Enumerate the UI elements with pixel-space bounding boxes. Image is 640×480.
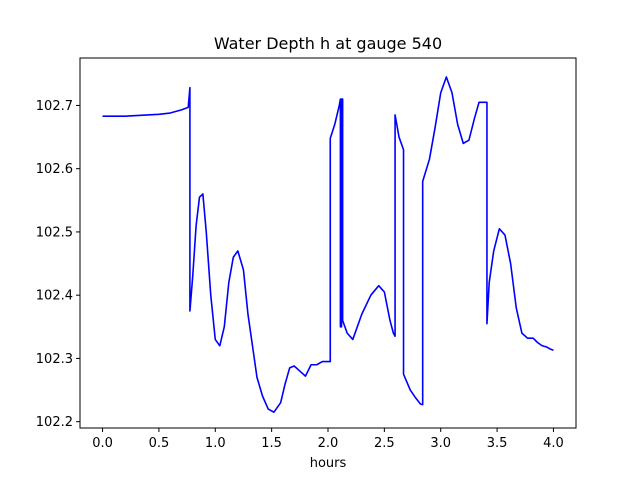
x-tick-label: 1.5 [261,436,282,451]
y-tick-label: 102.6 [36,162,73,177]
y-tick-label: 102.4 [36,289,73,304]
series-layer [102,76,554,413]
x-tick-label: 3.0 [430,436,451,451]
x-tick-label: 4.0 [543,436,564,451]
y-axis: 102.2 102.3 102.4 102.5 102.6 102.7 [36,99,80,430]
x-tick-label: 3.5 [487,436,508,451]
x-axis: 0.0 0.5 1.0 1.5 2.0 2.5 3.0 3.5 4.0 [92,428,564,451]
y-tick-label: 102.5 [36,225,73,240]
x-axis-label: hours [310,456,347,471]
x-tick-label: 2.0 [318,436,339,451]
x-tick-label: 2.5 [374,436,395,451]
y-tick-label: 102.7 [36,99,73,114]
x-tick-label: 0.5 [149,436,170,451]
x-tick-label: 0.0 [92,436,113,451]
y-tick-label: 102.2 [36,415,73,430]
chart-title: Water Depth h at gauge 540 [214,34,442,53]
x-tick-label: 1.0 [205,436,226,451]
y-tick-label: 102.3 [36,352,73,367]
series-line [102,76,554,413]
